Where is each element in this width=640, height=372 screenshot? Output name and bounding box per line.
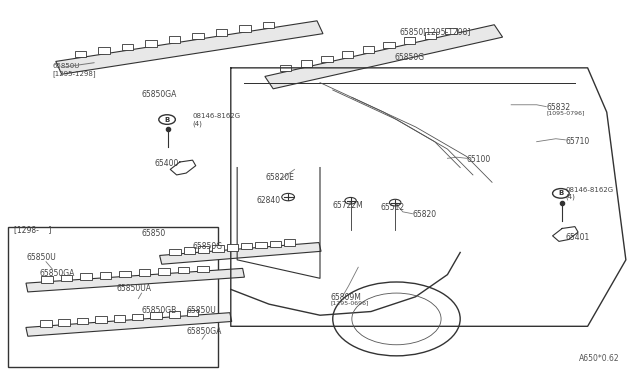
Bar — [40, 320, 52, 327]
Bar — [178, 267, 189, 273]
Text: 65832: 65832 — [546, 103, 570, 112]
Text: 65400: 65400 — [154, 159, 179, 168]
Bar — [321, 55, 333, 62]
Bar — [301, 60, 312, 67]
Text: [1095-0796]: [1095-0796] — [546, 110, 585, 115]
Bar — [170, 248, 180, 255]
Bar — [42, 276, 53, 283]
Polygon shape — [26, 268, 244, 292]
Bar — [100, 272, 111, 279]
Bar — [61, 275, 72, 282]
Text: B: B — [164, 116, 170, 122]
Text: 65820E: 65820E — [266, 173, 294, 182]
Text: 65850GA: 65850GA — [40, 269, 75, 279]
Text: 65850GB: 65850GB — [141, 307, 177, 315]
Bar — [187, 310, 198, 317]
Bar — [445, 28, 456, 34]
Bar — [122, 44, 133, 50]
Bar — [198, 266, 209, 272]
Polygon shape — [159, 243, 321, 264]
FancyBboxPatch shape — [8, 227, 218, 367]
Text: 65850GA: 65850GA — [141, 90, 177, 99]
Bar — [212, 245, 224, 252]
Bar — [169, 36, 180, 43]
Bar — [280, 65, 291, 71]
Bar — [58, 319, 70, 326]
Bar — [342, 51, 353, 58]
Text: 65100: 65100 — [467, 155, 491, 164]
Text: 08146-8162G
(4): 08146-8162G (4) — [565, 187, 614, 201]
Text: 65512: 65512 — [381, 203, 404, 212]
Bar — [120, 271, 131, 278]
Text: 65850[1295-1298]: 65850[1295-1298] — [399, 28, 470, 36]
Bar — [263, 22, 275, 28]
Bar — [404, 37, 415, 44]
Bar — [241, 243, 252, 250]
Bar — [383, 42, 395, 48]
Polygon shape — [265, 25, 502, 89]
Text: 08146-8162G
(4): 08146-8162G (4) — [193, 113, 241, 126]
Text: A650*0.62: A650*0.62 — [579, 354, 620, 363]
Polygon shape — [26, 313, 232, 336]
Bar — [150, 312, 162, 319]
Text: 65850U: 65850U — [186, 307, 216, 315]
Text: 65722M: 65722M — [333, 201, 364, 210]
Bar — [227, 244, 238, 251]
Text: [1295-0696]: [1295-0696] — [330, 300, 369, 305]
Text: 65710: 65710 — [565, 137, 589, 145]
Text: 65850G: 65850G — [394, 54, 424, 62]
Bar — [216, 29, 227, 36]
Bar — [198, 246, 209, 253]
Bar — [98, 47, 109, 54]
Text: 65850GA: 65850GA — [186, 327, 221, 336]
Bar — [139, 269, 150, 276]
Polygon shape — [56, 21, 323, 74]
Bar — [192, 33, 204, 39]
Bar — [81, 273, 92, 280]
Bar — [168, 311, 180, 318]
Bar — [239, 25, 251, 32]
Text: 62840: 62840 — [256, 196, 280, 205]
Bar — [95, 317, 107, 323]
Bar — [284, 239, 296, 246]
Bar — [145, 40, 157, 46]
Bar — [132, 314, 143, 320]
Text: 65809M: 65809M — [330, 294, 361, 302]
Text: 65401: 65401 — [565, 232, 589, 241]
Text: [1298-    ]: [1298- ] — [14, 225, 51, 234]
Bar — [255, 242, 267, 248]
Text: 65850U: 65850U — [27, 253, 56, 262]
Text: 65850G: 65850G — [193, 242, 223, 251]
Bar — [363, 46, 374, 53]
Text: B: B — [558, 190, 563, 196]
Bar — [75, 51, 86, 58]
Text: 65850: 65850 — [141, 229, 166, 238]
Bar — [424, 32, 436, 39]
Text: 65820: 65820 — [412, 211, 436, 219]
Bar — [113, 315, 125, 322]
Text: 65850U
[1295-1298]: 65850U [1295-1298] — [52, 63, 96, 77]
Bar — [269, 241, 281, 247]
Text: 65850UA: 65850UA — [116, 284, 151, 293]
Bar — [159, 268, 170, 275]
Bar — [77, 318, 88, 324]
Bar — [184, 247, 195, 254]
